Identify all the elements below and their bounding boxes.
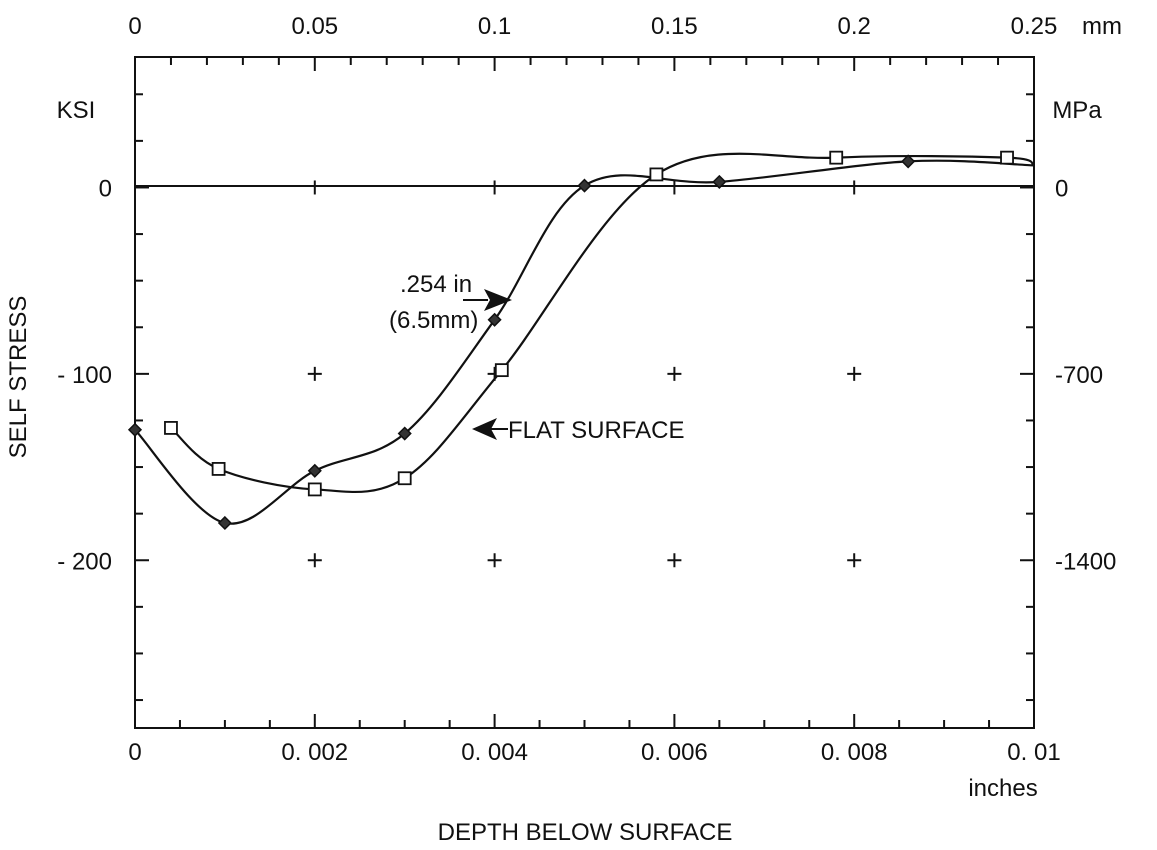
plus-marker	[667, 553, 682, 568]
data-point-square	[211, 462, 226, 476]
data-point-diamond	[127, 422, 143, 437]
x-tick-label-top: 0.05	[291, 13, 338, 40]
left-unit-label: KSI	[57, 97, 96, 124]
annotation-flat-arrowhead	[472, 418, 497, 440]
series-markers	[127, 150, 1014, 531]
data-point-square	[649, 167, 664, 182]
series-line-diamond	[134, 159, 1035, 525]
plus-markers	[307, 180, 862, 568]
plus-marker	[307, 366, 322, 381]
x-axis-title: DEPTH BELOW SURFACE	[438, 819, 733, 846]
y-tick-labels-left: 0 - 100 - 200	[57, 175, 112, 575]
annotation-flat-surface: FLAT SURFACE	[508, 417, 684, 444]
data-point-diamond	[217, 515, 232, 531]
data-point-square	[494, 363, 509, 378]
plus-marker	[667, 366, 682, 381]
x-tick-label-bottom: 0	[128, 739, 141, 766]
series-curves	[134, 152, 1035, 525]
data-point-diamond	[901, 154, 916, 169]
x-tick-labels-bottom: 0 0. 002 0. 004 0. 006 0. 008 0. 01	[128, 739, 1060, 766]
plus-marker	[307, 553, 322, 568]
annotation-depth-line2: (6.5mm)	[389, 307, 478, 334]
right-unit-label: MPa	[1052, 97, 1102, 124]
y-axis-title: SELF STRESS	[5, 296, 32, 459]
x-tick-label-bottom: 0. 01	[1007, 739, 1060, 766]
data-point-square	[164, 421, 178, 435]
y-tick-label-right: -700	[1055, 362, 1103, 389]
data-point-square	[397, 471, 412, 486]
plus-marker	[847, 366, 862, 381]
x-tick-label-bottom: 0. 008	[821, 739, 888, 766]
y-tick-label-left: - 200	[57, 548, 112, 575]
data-point-square	[1000, 150, 1014, 165]
top-unit-label: mm	[1082, 13, 1122, 40]
x-tick-label-bottom: 0. 006	[641, 739, 708, 766]
data-point-square	[307, 482, 322, 497]
y-tick-label-left: 0	[99, 175, 112, 202]
x-tick-label-top: 0.25	[1011, 13, 1058, 40]
y-tick-label-right: -1400	[1055, 548, 1116, 575]
axis-ticks	[134, 57, 1035, 728]
y-tick-label-left: - 100	[57, 362, 112, 389]
x-tick-label-bottom: 0. 002	[281, 739, 348, 766]
x-tick-label-top: 0	[128, 13, 141, 40]
x-tick-label-top: 0.15	[651, 13, 698, 40]
data-point-square	[829, 150, 844, 165]
y-tick-label-right: 0	[1055, 175, 1068, 202]
plot-frame	[134, 56, 1035, 729]
x-tick-label-top: 0.2	[838, 13, 871, 40]
series-line-square	[170, 152, 1035, 493]
bottom-unit-label: inches	[968, 775, 1037, 802]
data-point-diamond	[712, 174, 727, 189]
data-point-diamond	[577, 178, 592, 193]
annotation-depth-line1: .254 in	[400, 271, 472, 298]
plus-marker	[487, 553, 502, 568]
annotation-depth-arrowhead	[484, 289, 512, 311]
plus-marker	[847, 553, 862, 568]
data-point-diamond	[397, 426, 412, 441]
data-point-diamond	[307, 463, 322, 478]
x-tick-label-top: 0.1	[478, 13, 511, 40]
x-tick-labels-top: 0 0.05 0.1 0.15 0.2 0.25	[128, 13, 1057, 40]
data-point-diamond	[487, 312, 502, 327]
x-tick-label-bottom: 0. 004	[461, 739, 528, 766]
y-tick-labels-right: 0 -700 -1400	[1055, 175, 1116, 575]
